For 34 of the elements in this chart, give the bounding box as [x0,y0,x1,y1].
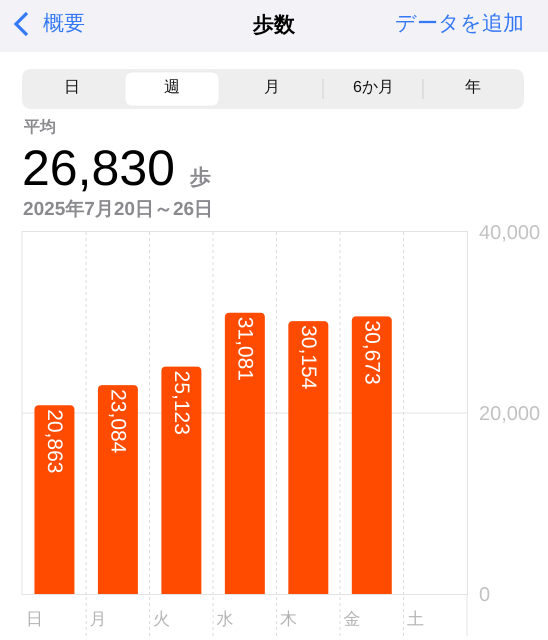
y-tick-label: 20,000 [479,403,540,425]
chart-subtitle: 2025年7月20日～26日 [23,199,214,220]
data-label: 30,154 [296,325,320,390]
x-tick-label: 水 [216,609,234,628]
text: 平均 [23,118,56,136]
data-label: 30,673 [360,320,384,385]
text: 概要 [43,12,85,35]
bar [34,405,74,594]
bar [98,385,138,594]
text: 週 [164,79,180,96]
text: 歩 [189,166,211,189]
chart-title: 歩数 [252,13,296,36]
text: データを追加 [395,12,524,35]
bar [352,316,392,594]
bar [224,312,265,594]
text: 年 [465,79,481,96]
x-tick-label: 日 [26,609,43,628]
x-tick-label: 月 [89,609,106,628]
bar [161,366,202,594]
text: 月 [264,79,280,96]
y-tick-label: 40,000 [479,222,540,244]
bar [288,321,328,594]
data-label: 20,863 [42,409,66,474]
data-label: 31,081 [233,316,256,381]
x-tick-label: 火 [152,609,170,628]
text: 6か月 [353,79,394,96]
x-tick-label: 木 [280,609,297,628]
data-label: 23,084 [106,389,130,454]
x-tick-label: 金 [343,609,360,628]
data-label: 25,123 [170,370,193,435]
x-tick-label: 土 [406,609,424,628]
y-tick-label: 0 [479,584,490,606]
text: 日 [64,79,80,96]
text: 26,830 [22,140,175,196]
